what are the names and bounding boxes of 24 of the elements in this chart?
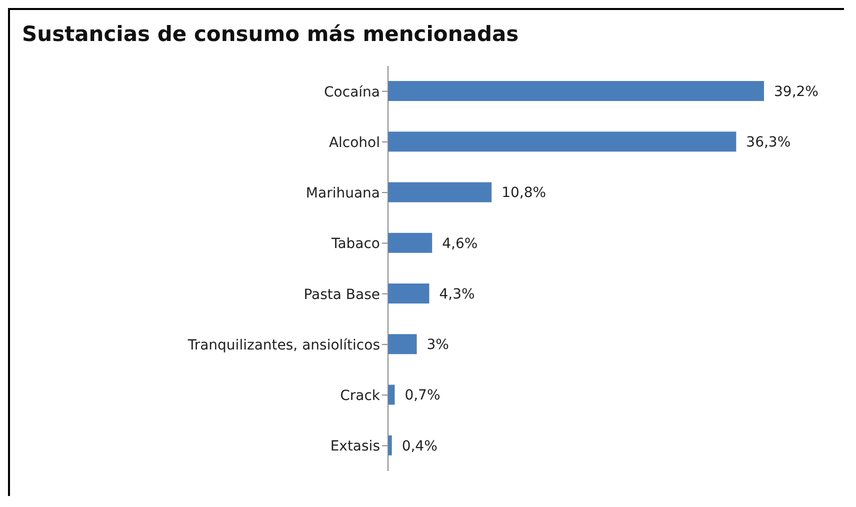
bar [388,284,430,304]
y-tick-label: Tranquilizantes, ansiolíticos [186,337,380,354]
chart-title: Sustancias de consumo más mencionadas [21,21,520,46]
y-tick-label: Marihuana [306,186,380,202]
data-label: 4,6% [442,236,478,252]
y-tick-label: Alcohol [328,134,380,151]
y-tick-label: Tabaco [330,236,380,252]
y-tick-label: Extasis [330,438,380,455]
bar [388,81,764,101]
y-tick-label: Crack [340,388,381,404]
data-label: 10,8% [502,185,546,202]
bar [388,334,417,354]
data-label: 39,2% [774,84,818,100]
data-label: 3% [426,337,449,354]
bar [388,132,736,152]
y-tick-label: Pasta Base [304,286,380,303]
y-tick-label: Cocaína [324,84,380,100]
data-label: 0,4% [402,438,438,454]
data-label: 4,3% [439,286,475,302]
data-label: 0,7% [404,388,440,404]
data-label: 36,3% [746,134,791,151]
bar [388,435,392,456]
bar [388,182,492,202]
bar [388,232,432,253]
